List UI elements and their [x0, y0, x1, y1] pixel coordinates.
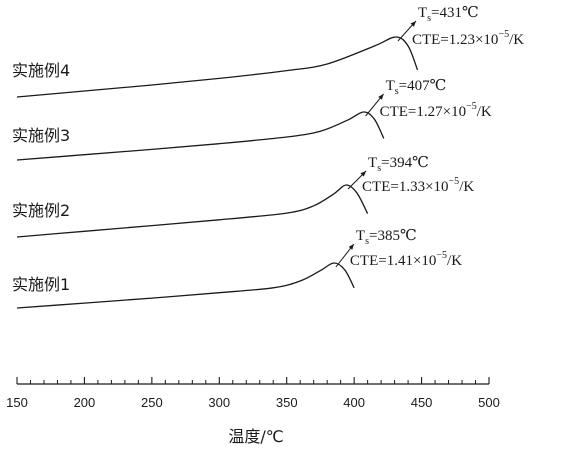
ts-annotation: Ts=385℃ — [356, 228, 417, 247]
series-3: 实施例3 Ts=407℃ CTE=1.27×10−5/K — [12, 78, 492, 161]
ts-arrowhead — [348, 244, 354, 250]
cte-annotation: CTE=1.27×10−5/K — [380, 101, 492, 120]
x-tick-label: 450 — [411, 395, 433, 410]
series-1: 实施例1 Ts=385℃ CTE=1.41×10−5/K — [12, 228, 462, 309]
ts-annotation: Ts=394℃ — [368, 155, 429, 174]
x-tick-label: 400 — [343, 395, 365, 410]
x-axis-title: 温度/℃ — [228, 427, 283, 446]
x-tick-label: 350 — [276, 395, 298, 410]
series-name-label: 实施例4 — [12, 61, 70, 80]
ts-arrowhead — [378, 94, 384, 100]
ts-arrowhead — [410, 21, 416, 27]
series-line — [16, 111, 385, 161]
cte-annotation: CTE=1.33×10−5/K — [362, 176, 474, 195]
x-tick-label: 300 — [208, 395, 230, 410]
series-layer: 实施例1 Ts=385℃ CTE=1.41×10−5/K 实施例2 Ts=394℃ CTE… — [12, 5, 524, 309]
x-axis: 150 200 250 300 350 400 450 500 — [6, 377, 500, 410]
series-2: 实施例2 Ts=394℃ CTE=1.33×10−5/K — [12, 155, 474, 238]
series-name-label: 实施例1 — [12, 275, 70, 294]
series-line — [16, 262, 355, 309]
x-tick-label: 250 — [141, 395, 163, 410]
series-name-label: 实施例2 — [12, 201, 70, 220]
series-name-label: 实施例3 — [12, 126, 70, 145]
ts-annotation: Ts=407℃ — [386, 78, 447, 97]
cte-annotation: CTE=1.23×10−5/K — [412, 29, 524, 48]
cte-annotation: CTE=1.41×10−5/K — [350, 250, 462, 269]
x-tick-label: 150 — [6, 395, 28, 410]
x-tick-label: 500 — [478, 395, 500, 410]
ts-annotation: Ts=431℃ — [418, 5, 479, 24]
series-4: 实施例4 Ts=431℃ CTE=1.23×10−5/K — [12, 5, 524, 98]
series-line — [16, 36, 419, 98]
ts-arrowhead — [360, 171, 367, 177]
x-tick-label: 200 — [74, 395, 96, 410]
